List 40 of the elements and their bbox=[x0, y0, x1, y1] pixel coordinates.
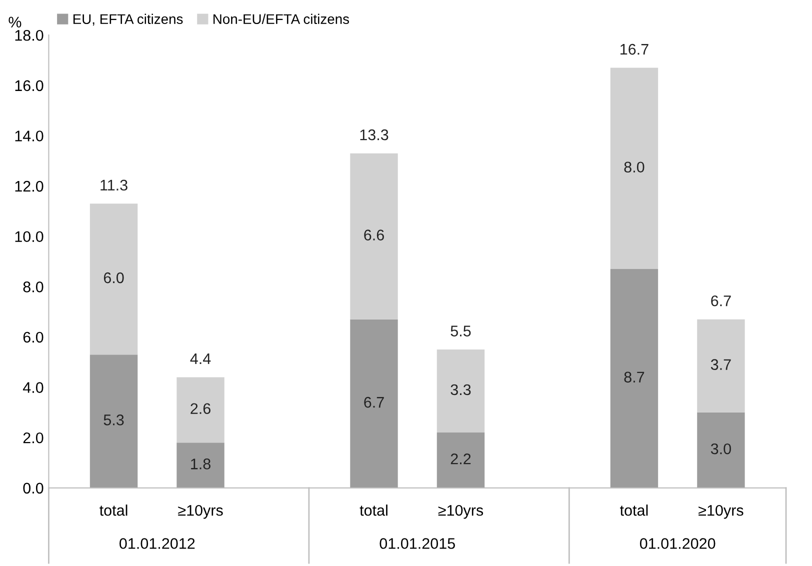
total-label: 4.4 bbox=[190, 353, 211, 364]
text: 01.01.2015 bbox=[380, 538, 455, 549]
x-tick-label: total bbox=[360, 504, 388, 516]
total-label: 13.3 bbox=[360, 129, 388, 140]
data-label: 8.0 bbox=[624, 162, 644, 173]
y-tick-label: 0.0 bbox=[23, 482, 44, 494]
y-tick-label: 10.0 bbox=[15, 231, 44, 242]
y-tick-label: 4.0 bbox=[22, 382, 44, 393]
y-tick-label: 8.0 bbox=[23, 282, 44, 292]
y-tick-label: 2.0 bbox=[23, 432, 44, 444]
data-label: 3.7 bbox=[710, 359, 731, 370]
y-tick-label: 12.0 bbox=[15, 180, 44, 192]
data-label: 3.3 bbox=[450, 384, 471, 396]
y-tick-label: 16.0 bbox=[15, 80, 44, 92]
y-tick-label: 18.0 bbox=[15, 30, 44, 41]
data-label: 2.2 bbox=[450, 454, 471, 464]
x-tick-label: total bbox=[620, 504, 648, 516]
x-tick-label: total bbox=[100, 504, 128, 516]
total-label: 5.5 bbox=[450, 326, 471, 336]
x-tick-label: ≥10yrs bbox=[698, 504, 744, 519]
text: 01.01.2020 bbox=[640, 538, 716, 549]
x-tick-label: ≥10yrs bbox=[178, 504, 223, 519]
y-tick-label: 6.0 bbox=[23, 332, 44, 343]
x-tick-label: ≥10yrs bbox=[438, 504, 484, 519]
data-label: 3.0 bbox=[710, 443, 731, 454]
total-label: 16.7 bbox=[620, 44, 648, 55]
legend-label: Non-EU/EFTA citizens bbox=[214, 14, 350, 24]
data-label: 6.0 bbox=[104, 272, 124, 284]
data-label: 1.8 bbox=[191, 458, 210, 470]
text: 01.01.2012 bbox=[120, 538, 195, 549]
data-label: 6.6 bbox=[364, 230, 384, 240]
total-label: 11.3 bbox=[100, 180, 128, 191]
y-axis-title: % bbox=[8, 16, 22, 28]
data-label: 6.7 bbox=[364, 396, 384, 408]
data-label: 2.6 bbox=[190, 403, 210, 414]
data-label: 8.7 bbox=[624, 372, 644, 383]
legend-label: EU, EFTA citizens bbox=[73, 14, 183, 26]
y-tick-label: 14.0 bbox=[15, 130, 44, 142]
total-label: 6.7 bbox=[711, 295, 731, 306]
data-label: 5.3 bbox=[104, 414, 124, 426]
